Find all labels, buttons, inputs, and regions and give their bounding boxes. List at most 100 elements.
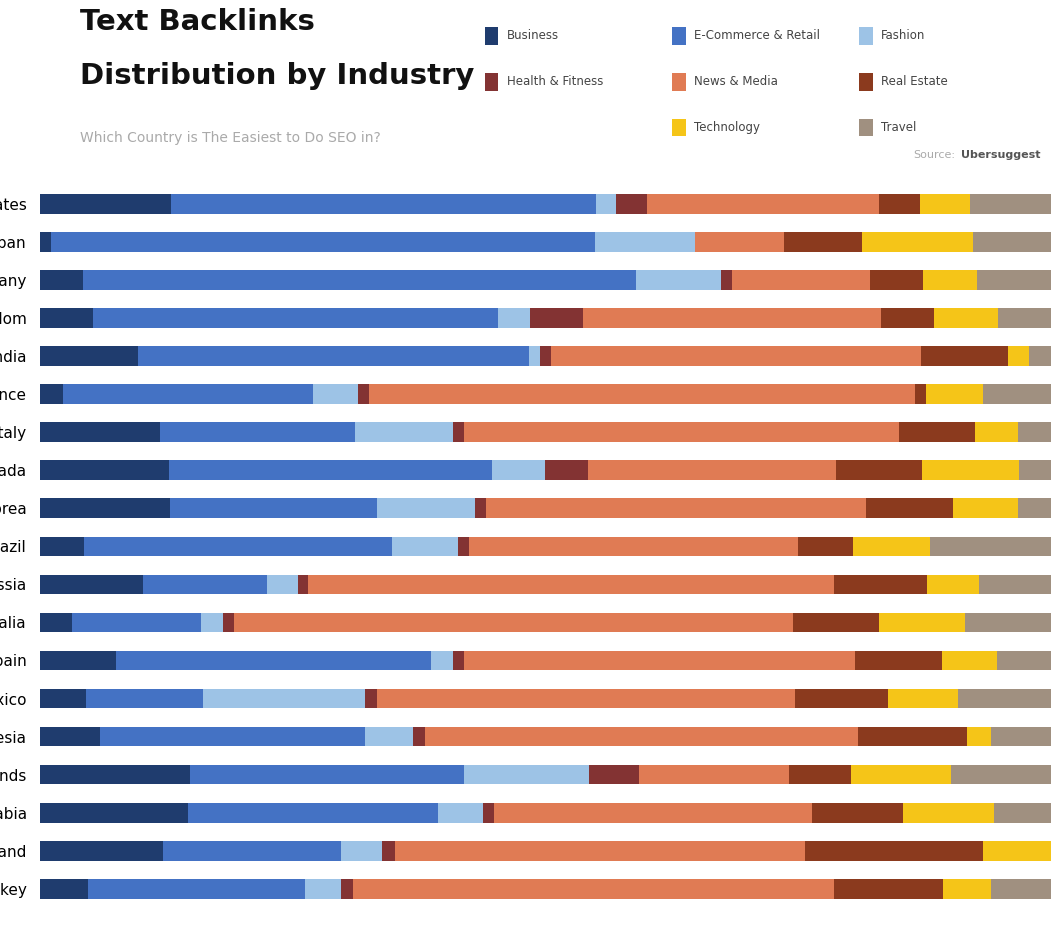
FancyBboxPatch shape xyxy=(672,73,685,91)
Bar xyxy=(377,499,475,518)
Bar xyxy=(529,347,540,366)
Bar xyxy=(308,574,834,594)
Bar xyxy=(40,308,94,328)
Bar xyxy=(395,841,805,860)
Bar xyxy=(341,841,382,860)
Bar xyxy=(965,613,1051,632)
Bar xyxy=(784,233,862,252)
Bar xyxy=(934,308,997,328)
Bar xyxy=(73,613,202,632)
Bar xyxy=(86,688,203,708)
Bar xyxy=(40,727,100,746)
Bar xyxy=(646,194,879,214)
Bar xyxy=(437,802,483,823)
Bar xyxy=(223,613,233,632)
Bar xyxy=(366,688,377,708)
FancyBboxPatch shape xyxy=(485,73,498,91)
Bar xyxy=(589,460,836,480)
Bar xyxy=(975,422,1018,442)
Bar xyxy=(851,765,951,785)
Bar xyxy=(40,765,190,785)
Bar xyxy=(953,499,1018,518)
Bar xyxy=(866,499,953,518)
Bar xyxy=(469,536,799,557)
Bar xyxy=(996,651,1051,671)
Bar xyxy=(930,536,1051,557)
Bar xyxy=(530,308,582,328)
Text: Ubersuggest: Ubersuggest xyxy=(962,150,1040,161)
Bar xyxy=(40,802,188,823)
Bar xyxy=(63,385,312,404)
Text: I: I xyxy=(18,322,22,332)
Bar xyxy=(812,802,903,823)
Text: News & Media: News & Media xyxy=(694,76,778,88)
FancyBboxPatch shape xyxy=(672,119,685,136)
Bar xyxy=(721,270,731,290)
Bar xyxy=(392,536,457,557)
Bar xyxy=(40,841,163,860)
Text: Which Country is The Easiest to Do SEO in?: Which Country is The Easiest to Do SEO i… xyxy=(80,131,382,145)
Bar xyxy=(923,270,976,290)
Bar xyxy=(305,879,341,899)
Bar xyxy=(369,385,914,404)
Bar xyxy=(40,270,83,290)
Bar xyxy=(203,688,366,708)
Bar xyxy=(138,347,529,366)
Bar xyxy=(731,270,870,290)
Text: E-Commerce & Retail: E-Commerce & Retail xyxy=(694,30,820,42)
Text: Source:: Source: xyxy=(913,150,955,161)
Text: L: L xyxy=(17,743,23,752)
Bar xyxy=(116,651,431,671)
Bar xyxy=(170,499,377,518)
Text: Distribution by Industry: Distribution by Industry xyxy=(80,62,475,90)
Bar xyxy=(163,841,341,860)
Bar xyxy=(40,688,86,708)
Bar xyxy=(40,879,88,899)
Bar xyxy=(991,879,1051,899)
Bar xyxy=(920,194,970,214)
FancyBboxPatch shape xyxy=(672,27,685,45)
Bar xyxy=(88,879,305,899)
Text: Fashion: Fashion xyxy=(881,30,925,42)
Bar xyxy=(40,574,143,594)
Bar xyxy=(914,385,926,404)
Bar xyxy=(143,574,267,594)
Text: L: L xyxy=(17,392,23,402)
Bar xyxy=(926,385,983,404)
Bar xyxy=(590,765,639,785)
Bar xyxy=(355,422,453,442)
Bar xyxy=(881,308,934,328)
Bar xyxy=(967,727,991,746)
Bar xyxy=(596,233,696,252)
Bar xyxy=(202,613,223,632)
Bar xyxy=(188,802,437,823)
Bar xyxy=(862,233,973,252)
Bar xyxy=(639,765,789,785)
Bar xyxy=(190,765,465,785)
Bar xyxy=(267,574,297,594)
Text: Technology: Technology xyxy=(694,121,760,134)
Text: Business: Business xyxy=(507,30,559,42)
Bar xyxy=(805,841,983,860)
Bar xyxy=(40,613,73,632)
Bar xyxy=(836,460,922,480)
Bar xyxy=(879,613,965,632)
Bar xyxy=(983,385,1051,404)
Bar xyxy=(927,574,978,594)
Bar xyxy=(970,194,1051,214)
Bar xyxy=(943,651,996,671)
Bar xyxy=(582,308,881,328)
Bar xyxy=(233,613,792,632)
Bar xyxy=(976,270,1051,290)
Text: A: A xyxy=(16,532,24,542)
FancyBboxPatch shape xyxy=(859,73,872,91)
Bar xyxy=(169,460,492,480)
Bar xyxy=(382,841,395,860)
Bar xyxy=(377,688,796,708)
FancyBboxPatch shape xyxy=(859,27,872,45)
Bar xyxy=(792,613,879,632)
Bar xyxy=(696,233,784,252)
FancyBboxPatch shape xyxy=(859,119,872,136)
Bar xyxy=(596,194,616,214)
Bar xyxy=(903,802,994,823)
